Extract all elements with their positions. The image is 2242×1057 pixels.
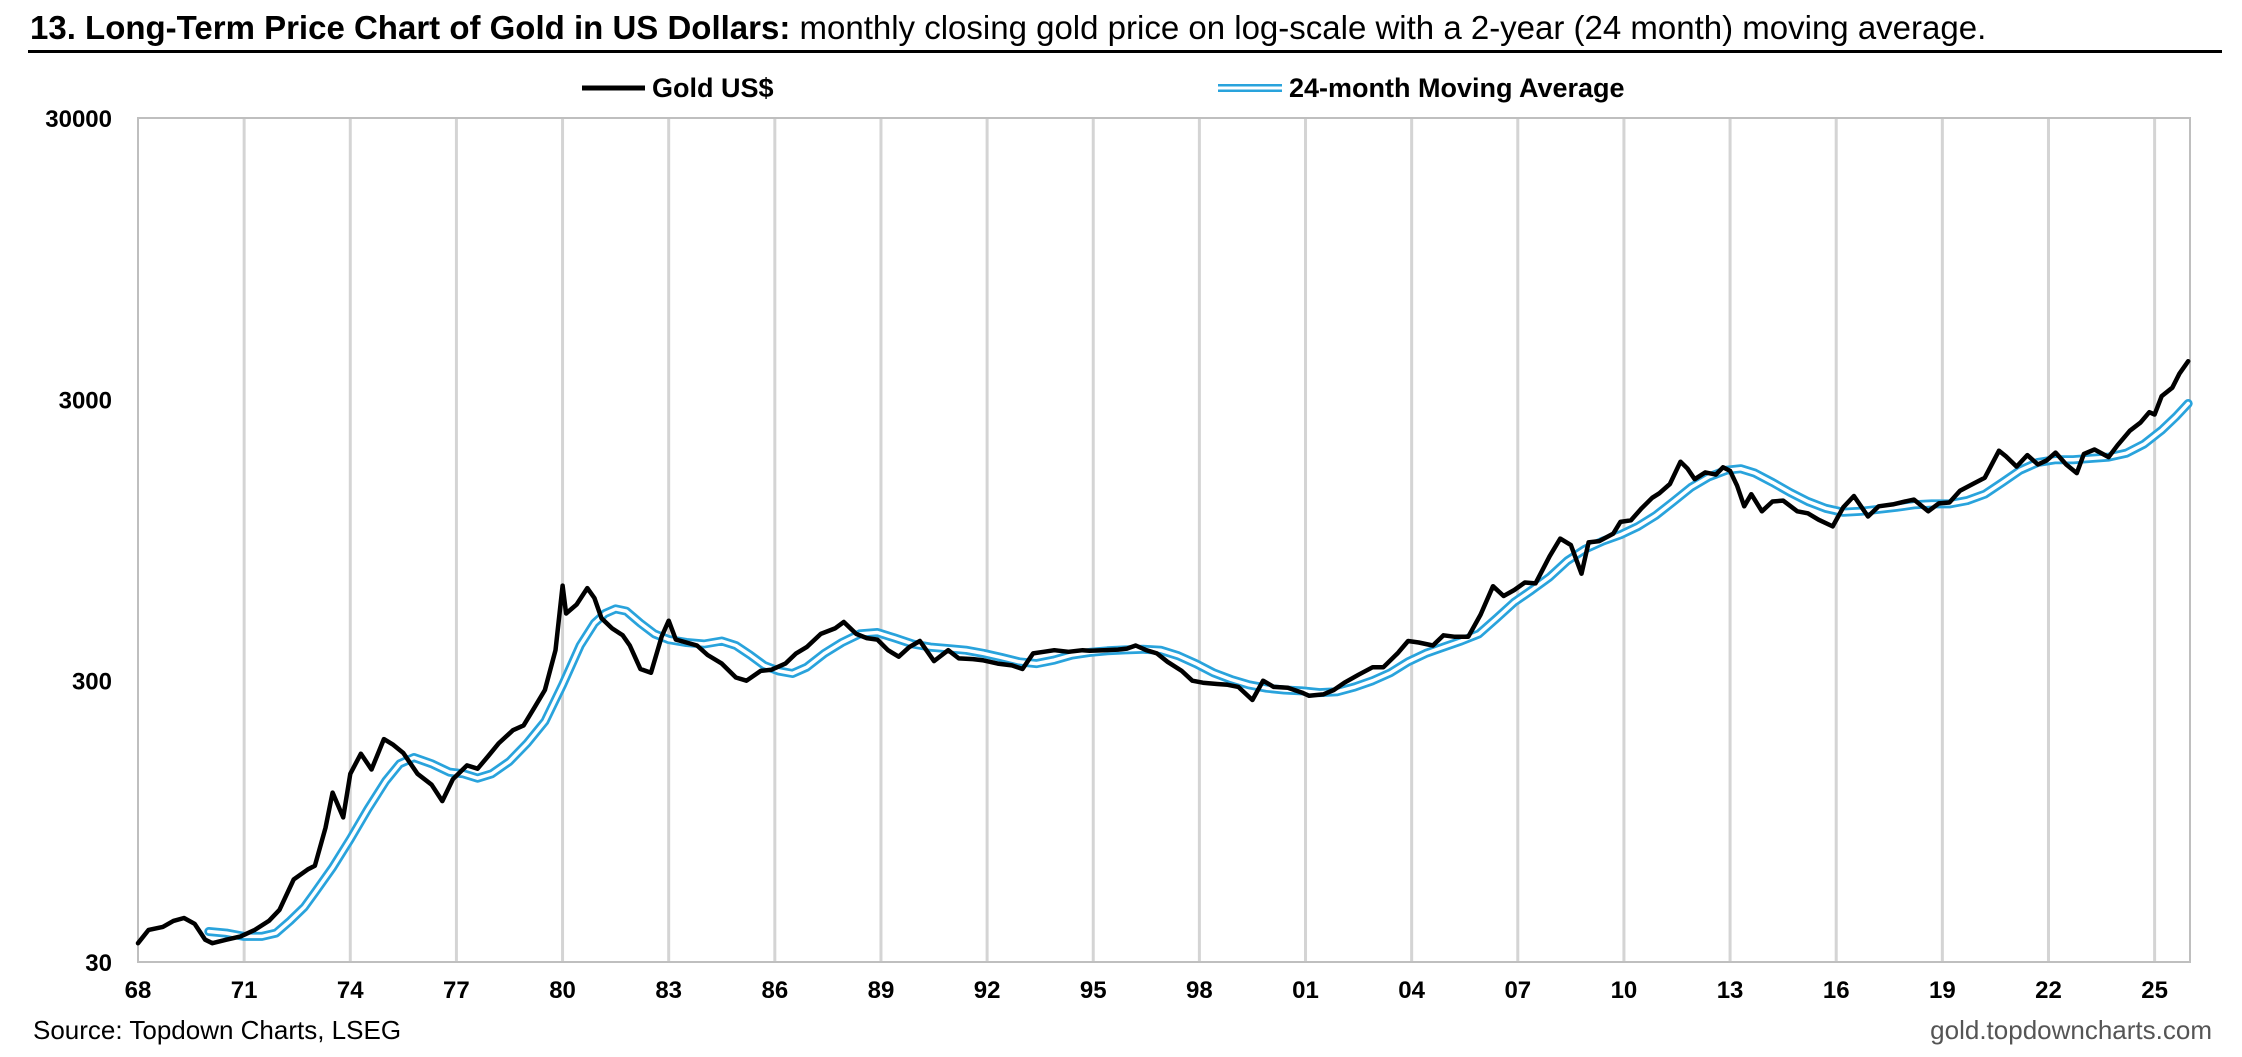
x-tick-label: 10 bbox=[1611, 977, 1638, 1004]
x-tick-label: 25 bbox=[2141, 977, 2168, 1004]
website-link: gold.topdowncharts.com bbox=[1930, 1015, 2212, 1045]
x-tick-label: 01 bbox=[1292, 977, 1319, 1004]
x-tick-label: 71 bbox=[231, 977, 258, 1004]
chart-title-bold: 13. Long-Term Price Chart of Gold in US … bbox=[30, 9, 791, 46]
chart-title-description: monthly closing gold price on log-scale … bbox=[790, 9, 1987, 46]
x-tick-label: 13 bbox=[1717, 977, 1744, 1004]
y-tick-label: 30 bbox=[85, 950, 112, 977]
chart-title: 13. Long-Term Price Chart of Gold in US … bbox=[30, 4, 2220, 56]
legend-label-gold: Gold US$ bbox=[652, 73, 774, 103]
x-tick-label: 89 bbox=[868, 977, 895, 1004]
series-lines bbox=[135, 358, 2193, 946]
series-line-moving-average-inner bbox=[207, 401, 2190, 939]
x-tick-label: 07 bbox=[1504, 977, 1531, 1004]
y-axis-ticks: 30 300 3000 30000 bbox=[45, 106, 112, 977]
x-tick-label: 04 bbox=[1398, 977, 1425, 1004]
y-tick-label: 30000 bbox=[45, 106, 112, 133]
y-tick-label: 300 bbox=[72, 669, 112, 696]
x-tick-label: 19 bbox=[1929, 977, 1956, 1004]
y-tick-label: 3000 bbox=[59, 387, 112, 414]
legend-label-ma: 24-month Moving Average bbox=[1289, 73, 1625, 103]
x-tick-label: 86 bbox=[761, 977, 788, 1004]
source-note: Source: Topdown Charts, LSEG bbox=[33, 1015, 402, 1045]
x-tick-label: 92 bbox=[974, 977, 1001, 1004]
x-tick-label: 80 bbox=[549, 977, 576, 1004]
x-tick-label: 74 bbox=[337, 977, 364, 1004]
x-tick-label: 95 bbox=[1080, 977, 1107, 1004]
x-tick-label: 16 bbox=[1823, 977, 1850, 1004]
plot-area-border bbox=[137, 117, 2191, 963]
x-tick-label: 77 bbox=[443, 977, 470, 1004]
x-tick-label: 68 bbox=[125, 977, 152, 1004]
x-tick-label: 98 bbox=[1186, 977, 1213, 1004]
title-divider bbox=[28, 50, 2222, 53]
x-axis-ticks: 68 71 74 77 80 83 86 89 92 95 98 01 04 07 10 13 16 19 22 25 bbox=[125, 977, 2168, 1004]
x-tick-label: 83 bbox=[655, 977, 682, 1004]
x-tick-label: 22 bbox=[2035, 977, 2062, 1004]
series-line-gold bbox=[135, 358, 2191, 946]
chart-legend: Gold US$ 24-month Moving Average bbox=[582, 73, 1625, 103]
grid-lines bbox=[242, 118, 2157, 962]
